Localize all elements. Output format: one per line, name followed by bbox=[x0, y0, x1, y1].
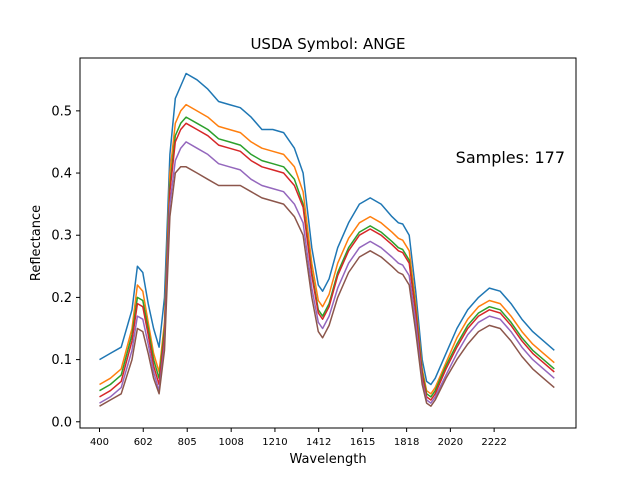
series-line-6 bbox=[99, 166, 555, 407]
y-tick-label: 0.1 bbox=[51, 353, 72, 368]
x-tick-label: 1210 bbox=[262, 437, 287, 448]
series-line-4 bbox=[99, 122, 555, 401]
y-tick-label: 0.5 bbox=[51, 104, 72, 119]
chart-title: USDA Symbol: ANGE bbox=[250, 35, 405, 53]
y-axis-label: Reflectance bbox=[29, 205, 44, 281]
y-axis-ticks: 0.0 0.1 0.2 0.3 0.4 0.5 bbox=[51, 104, 80, 430]
x-tick-label: 2222 bbox=[481, 437, 506, 448]
x-tick-label: 2020 bbox=[438, 437, 463, 448]
y-tick-label: 0.3 bbox=[51, 229, 72, 244]
x-axis-label: Wavelength bbox=[289, 452, 366, 467]
x-tick-label: 1818 bbox=[394, 437, 419, 448]
x-tick-label: 805 bbox=[178, 437, 197, 448]
series-line-1 bbox=[99, 72, 555, 386]
series-lines bbox=[99, 72, 555, 407]
x-tick-label: 602 bbox=[134, 437, 153, 448]
y-tick-label: 0.2 bbox=[51, 291, 72, 306]
x-tick-label: 1615 bbox=[350, 437, 375, 448]
x-tick-label: 1412 bbox=[306, 437, 331, 448]
x-axis-ticks: 400 602 805 1008 1210 1412 1615 1818 2020 2222 bbox=[90, 428, 507, 448]
samples-annotation: Samples: 177 bbox=[456, 148, 565, 167]
y-tick-label: 0.0 bbox=[51, 415, 72, 430]
x-tick-label: 400 bbox=[90, 437, 109, 448]
x-tick-label: 1008 bbox=[218, 437, 243, 448]
y-tick-label: 0.4 bbox=[51, 167, 72, 182]
plot-frame bbox=[79, 57, 577, 429]
